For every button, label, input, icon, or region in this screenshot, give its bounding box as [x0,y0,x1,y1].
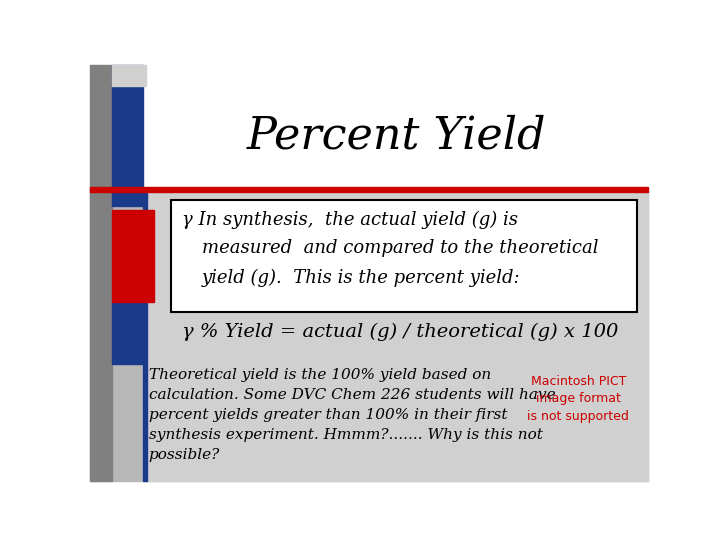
Text: measured  and compared to the theoretical: measured and compared to the theoretical [202,239,598,258]
Bar [143,190,648,481]
Text: Macintosh PICT: Macintosh PICT [531,375,626,388]
Bar [90,65,112,481]
Text: calculation. Some DVC Chem 226 students will have: calculation. Some DVC Chem 226 students … [148,388,555,402]
Bar [112,302,143,364]
Text: possible?: possible? [148,448,220,462]
Text: γ % Yield = actual (g) / theoretical (g) x 100: γ % Yield = actual (g) / theoretical (g)… [182,322,618,341]
Text: is not supported: is not supported [527,410,629,423]
Text: yield (g).  This is the percent yield:: yield (g). This is the percent yield: [202,268,521,287]
Bar [112,65,143,206]
Bar [112,210,154,302]
FancyBboxPatch shape [171,200,637,312]
Bar [143,190,148,481]
Bar [90,190,648,481]
Bar [112,65,145,85]
Text: image format: image format [536,393,621,406]
Text: synthesis experiment. Hmmm?....... Why is this not: synthesis experiment. Hmmm?....... Why i… [148,428,542,442]
Text: Theoretical yield is the 100% yield based on: Theoretical yield is the 100% yield base… [148,368,491,382]
Text: percent yields greater than 100% in their first: percent yields greater than 100% in thei… [148,408,507,422]
Text: γ In synthesis,  the actual yield (g) is: γ In synthesis, the actual yield (g) is [182,210,518,228]
Bar [90,187,648,192]
Text: Percent Yield: Percent Yield [247,114,546,157]
